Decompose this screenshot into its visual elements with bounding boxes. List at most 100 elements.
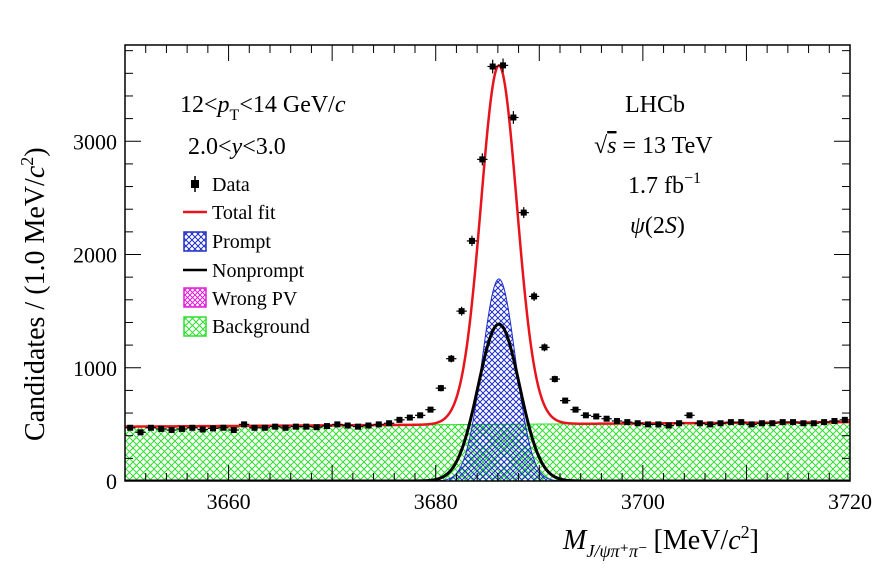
data-point bbox=[352, 423, 364, 430]
x-tick-label: 3680 bbox=[414, 489, 458, 514]
data-point bbox=[404, 414, 415, 421]
data-point bbox=[280, 424, 291, 431]
legend-item-prompt: Prompt bbox=[183, 231, 271, 253]
data-point bbox=[332, 421, 343, 428]
data-point bbox=[528, 291, 540, 301]
data-point bbox=[653, 421, 664, 428]
data-point bbox=[125, 424, 136, 431]
data-point bbox=[798, 420, 809, 427]
svg-text:Data: Data bbox=[212, 174, 250, 196]
data-point bbox=[156, 425, 167, 432]
legend-item-wrong-pv: Wrong PV bbox=[183, 287, 298, 310]
plot-frame bbox=[124, 44, 851, 482]
data-point bbox=[383, 420, 395, 427]
y-axis-title: Candidates / (1.0 MeV/c2) bbox=[17, 147, 51, 441]
data-point bbox=[839, 416, 850, 423]
x-tick-label: 3700 bbox=[621, 489, 665, 514]
svg-text:Total fit: Total fit bbox=[212, 202, 276, 224]
data-point bbox=[818, 419, 830, 426]
data-point bbox=[446, 354, 457, 363]
data-point bbox=[560, 397, 571, 404]
x-tick-label: 3720 bbox=[828, 489, 872, 514]
data-point bbox=[259, 424, 270, 431]
particle-label: ψ(2S) bbox=[630, 213, 685, 239]
prompt-component-area bbox=[125, 278, 850, 481]
data-point bbox=[207, 425, 219, 432]
x-tick-label: 3660 bbox=[207, 489, 251, 514]
y-tick-label: 1000 bbox=[73, 356, 117, 381]
legend-item-total-fit: Total fit bbox=[183, 202, 276, 224]
data-point bbox=[549, 375, 560, 383]
svg-text:Nonprompt: Nonprompt bbox=[212, 260, 305, 282]
data-point bbox=[736, 419, 747, 426]
data-point bbox=[187, 424, 198, 431]
data-point bbox=[622, 419, 633, 426]
data-point bbox=[342, 422, 353, 429]
data-point bbox=[570, 406, 581, 413]
data-point bbox=[270, 423, 281, 430]
y-tick-label: 3000 bbox=[73, 129, 117, 154]
data-point bbox=[767, 420, 778, 427]
rapidity-range-label: 2.0<y<3.0 bbox=[188, 134, 286, 160]
axis-ticks bbox=[124, 45, 851, 482]
data-point bbox=[725, 419, 737, 426]
data-point bbox=[301, 423, 312, 430]
data-point bbox=[435, 384, 447, 392]
data-points bbox=[125, 58, 850, 436]
data-point bbox=[477, 153, 488, 166]
data-point bbox=[611, 417, 623, 424]
data-point bbox=[145, 424, 157, 431]
svg-text:Background: Background bbox=[212, 316, 310, 338]
data-point bbox=[746, 421, 757, 428]
x-axis-title: MJ/ψπ⁺π⁻ [MeV/c2] bbox=[562, 522, 759, 561]
data-point bbox=[673, 420, 685, 427]
data-point bbox=[580, 412, 592, 419]
data-point bbox=[777, 419, 788, 426]
tick-labels: 3660 3680 3700 3720 0 1000 2000 3000 bbox=[73, 129, 872, 514]
data-point bbox=[539, 343, 550, 352]
legend-item-background: Background bbox=[183, 316, 310, 338]
energy-label: √s = 13 TeV bbox=[594, 133, 713, 159]
data-point bbox=[715, 420, 726, 427]
legend-item-nonprompt: Nonprompt bbox=[183, 260, 305, 282]
data-point bbox=[197, 426, 208, 433]
data-point bbox=[497, 58, 509, 73]
data-point bbox=[135, 429, 146, 436]
data-point bbox=[756, 420, 768, 427]
legend-item-data: Data bbox=[191, 174, 250, 196]
data-point bbox=[373, 421, 384, 428]
data-point bbox=[808, 420, 819, 427]
data-point bbox=[642, 421, 654, 428]
data-point bbox=[456, 306, 467, 316]
data-point bbox=[394, 416, 405, 423]
data-point bbox=[311, 424, 322, 431]
data-point bbox=[518, 207, 529, 219]
data-point bbox=[487, 59, 498, 74]
pt-range-label: 12<pT<14 GeV/c bbox=[180, 92, 346, 124]
data-point bbox=[591, 413, 602, 420]
data-point bbox=[425, 406, 436, 413]
data-point bbox=[415, 412, 426, 419]
data-point bbox=[176, 425, 188, 432]
data-point bbox=[249, 424, 260, 431]
nonprompt-curve bbox=[125, 322, 850, 481]
y-tick-label: 0 bbox=[106, 469, 117, 494]
data-point bbox=[238, 421, 250, 428]
svg-text:Prompt: Prompt bbox=[212, 231, 271, 253]
data-point bbox=[508, 111, 519, 124]
data-point bbox=[466, 235, 478, 247]
data-point bbox=[787, 419, 799, 426]
data-point bbox=[218, 424, 229, 431]
data-point bbox=[632, 420, 643, 427]
legend: Data Total fit Prompt Nonprompt Wrong PV… bbox=[183, 174, 310, 338]
data-point bbox=[290, 423, 302, 430]
svg-text:Wrong PV: Wrong PV bbox=[212, 288, 298, 310]
data-point bbox=[663, 422, 674, 429]
data-point bbox=[228, 427, 239, 434]
experiment-label: LHCb bbox=[625, 92, 685, 118]
data-point bbox=[166, 427, 177, 434]
data-point bbox=[684, 412, 695, 419]
data-point bbox=[694, 420, 705, 427]
data-point bbox=[321, 423, 333, 430]
